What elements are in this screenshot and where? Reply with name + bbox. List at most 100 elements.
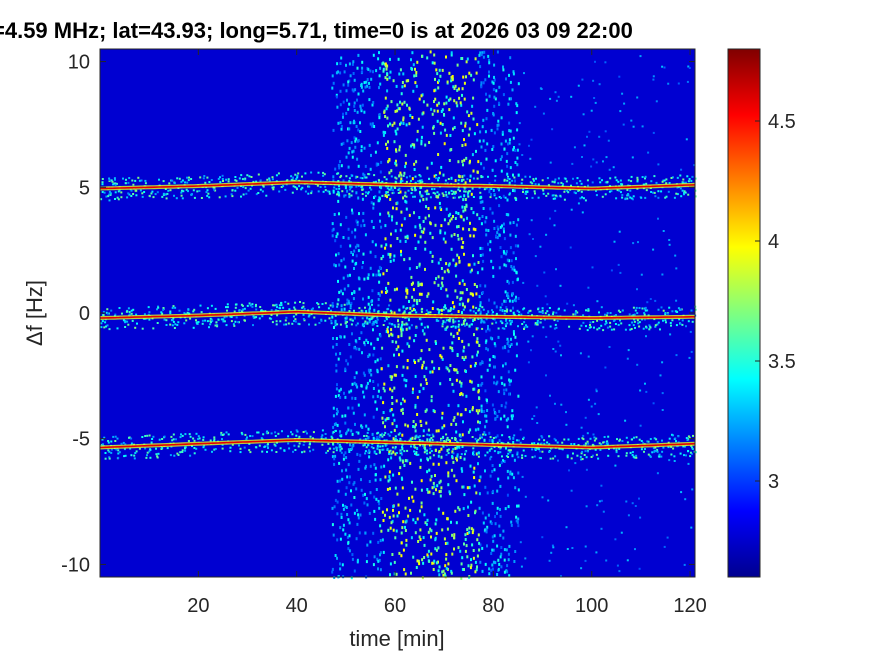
- noise-pixel: [386, 104, 389, 108]
- trace-pixel: [162, 308, 165, 311]
- noise-pixel: [512, 330, 515, 334]
- trace-pixel: [447, 319, 450, 321]
- noise-pixel: [478, 217, 481, 221]
- noise-pixel: [512, 292, 514, 296]
- trace-pixel: [524, 175, 527, 178]
- trace-pixel: [667, 446, 670, 449]
- noise-pixel: [450, 571, 453, 575]
- noise-pixel: [400, 253, 403, 257]
- trace-pixel: [617, 455, 620, 458]
- noise-pixel: [493, 355, 496, 359]
- trace-pixel: [374, 195, 377, 198]
- noise-pixel: [433, 61, 436, 65]
- noise-pixel: [365, 310, 368, 314]
- trace-pixel: [525, 190, 527, 193]
- trace-pixel: [363, 322, 366, 325]
- noise-pixel: [356, 66, 359, 70]
- noise-pixel: [437, 546, 440, 550]
- noise-pixel: [481, 125, 484, 129]
- trace-pixel: [175, 438, 177, 441]
- noise-pixel: [377, 292, 380, 296]
- noise-pixel: [380, 257, 383, 261]
- trace-pixel: [670, 445, 673, 448]
- trace-pixel: [503, 179, 506, 182]
- noise-pixel: [539, 245, 542, 248]
- noise-pixel: [363, 81, 366, 85]
- noise-pixel: [426, 189, 429, 193]
- noise-pixel: [332, 128, 335, 132]
- trace-pixel: [529, 181, 532, 184]
- noise-pixel: [503, 263, 506, 267]
- trace-pixel: [522, 308, 524, 311]
- trace-pixel: [437, 177, 440, 180]
- trace-pixel: [649, 326, 652, 329]
- trace-pixel: [249, 187, 252, 190]
- noise-pixel: [392, 206, 394, 210]
- trace-pixel: [334, 429, 337, 432]
- noise-pixel: [332, 179, 335, 183]
- trace-pixel: [428, 434, 431, 437]
- trace-pixel: [563, 309, 566, 312]
- noise-pixel: [410, 144, 413, 148]
- noise-pixel: [433, 174, 436, 178]
- noise-pixel: [358, 531, 361, 535]
- noise-pixel: [456, 88, 459, 92]
- noise-pixel: [470, 500, 473, 504]
- trace-pixel: [587, 184, 589, 187]
- noise-pixel: [419, 458, 422, 462]
- trace-pixel: [418, 174, 421, 176]
- noise-pixel: [364, 492, 366, 496]
- trace-pixel: [436, 195, 439, 198]
- trace-pixel: [634, 309, 637, 312]
- noise-pixel: [457, 546, 460, 550]
- trace-pixel: [184, 433, 187, 436]
- noise-pixel: [462, 227, 465, 231]
- trace-pixel: [191, 193, 193, 196]
- trace-pixel: [563, 190, 566, 193]
- trace-pixel: [146, 454, 148, 457]
- noise-pixel: [453, 547, 455, 551]
- trace-pixel: [191, 445, 193, 447]
- trace-pixel: [572, 177, 574, 180]
- noise-pixel: [441, 411, 444, 415]
- noise-pixel: [347, 83, 350, 87]
- noise-pixel: [346, 362, 349, 366]
- noise-pixel: [420, 135, 423, 139]
- noise-pixel: [462, 75, 465, 79]
- noise-pixel: [370, 219, 373, 223]
- noise-pixel: [560, 575, 562, 578]
- noise-pixel: [413, 162, 416, 166]
- trace-pixel: [558, 447, 561, 450]
- trace-pixel: [340, 447, 343, 450]
- noise-pixel: [512, 148, 515, 152]
- trace-pixel: [115, 182, 118, 185]
- noise-pixel: [333, 462, 336, 466]
- noise-pixel: [406, 103, 408, 107]
- noise-pixel: [361, 265, 364, 269]
- trace-pixel: [367, 192, 369, 195]
- noise-pixel: [369, 540, 372, 544]
- trace-pixel: [144, 447, 147, 450]
- trace-pixel: [591, 181, 594, 184]
- noise-pixel: [426, 166, 429, 170]
- trace-pixel: [632, 314, 635, 317]
- noise-pixel: [690, 350, 693, 353]
- trace-pixel: [222, 318, 225, 321]
- noise-pixel: [472, 227, 475, 231]
- noise-pixel: [369, 464, 372, 468]
- noise-pixel: [489, 474, 492, 478]
- noise-pixel: [553, 224, 556, 227]
- trace-pixel: [202, 436, 205, 439]
- trace-pixel: [462, 178, 465, 181]
- trace-pixel: [532, 178, 535, 181]
- trace-pixel: [152, 327, 155, 330]
- noise-pixel: [437, 275, 440, 279]
- trace-pixel: [547, 192, 550, 195]
- trace-pixel: [574, 311, 577, 314]
- noise-pixel: [339, 562, 341, 566]
- noise-pixel: [389, 255, 392, 259]
- trace-pixel: [390, 323, 393, 326]
- trace-pixel: [694, 195, 697, 198]
- trace-pixel: [552, 311, 555, 314]
- noise-pixel: [465, 156, 468, 160]
